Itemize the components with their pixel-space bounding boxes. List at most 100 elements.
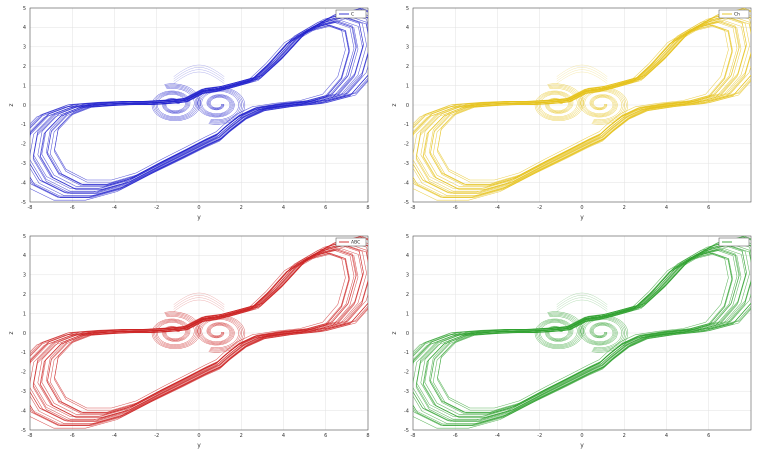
x-tick-label: -6 [453,433,458,439]
left-scroll-line [537,85,581,119]
y-tick-label: -1 [21,122,26,128]
y-tick-label: 5 [406,6,409,12]
bridge-line [173,297,225,310]
left-scroll-line [151,311,201,349]
y-tick-label: 0 [406,103,409,109]
right-scroll-line [200,318,241,350]
legend [718,237,750,247]
legend-label: C [351,12,354,18]
left-scroll-line [534,83,584,121]
right-scroll-line [581,317,625,351]
right-scroll-line [579,315,629,353]
x-tick-label: 2 [623,433,626,439]
right-scroll-line [197,316,244,352]
y-tick-label: -5 [404,428,409,434]
right-scroll-line [198,89,242,123]
y-tick-label: 2 [23,292,26,298]
bridge-line [556,71,608,84]
y-tick-label: 4 [23,253,26,259]
y-tick-label: 1 [23,311,26,317]
y-tick-label: 0 [23,103,26,109]
x-tick-label: 8 [366,205,369,211]
x-axis-label: y [197,214,201,221]
x-tick-label: -8 [411,433,416,439]
y-tick-label: -4 [404,408,409,414]
left-scroll-line [537,313,581,347]
right-scroll-line [584,319,622,348]
y-tick-label: 2 [406,64,409,70]
trajectory-line [413,236,751,425]
trajectory-line [413,15,751,194]
right-scroll-line [580,316,627,352]
y-tick-label: -4 [21,180,26,186]
x-tick-label: 0 [197,205,200,211]
left-scroll-line [157,88,195,117]
trajectory-line [413,243,751,422]
left-scroll-line [153,84,200,120]
trajectory-line [413,11,751,198]
right-scroll-line [583,318,624,350]
x-tick-label: -8 [28,205,33,211]
legend-box [335,9,367,19]
y-tick-label: 3 [23,45,26,51]
chart-panel-1: -8 -6 -4 -2 0 2 4 6 8 -5 -4 -3 -2 -1 0 1 2 3 4 5 y z C [8,6,370,221]
y-axis-label: z [8,103,15,106]
left-scroll-line [153,312,200,348]
left-scroll-line [155,86,197,118]
bridge-line [173,69,225,82]
x-tick-label: 6 [707,433,710,439]
left-scroll-line [536,84,583,120]
trajectory-line [30,8,368,197]
trajectory-line [30,9,368,201]
right-scroll-line [580,88,627,124]
left-scroll-line [536,312,583,348]
legend-box [335,237,367,247]
x-tick-label: -4 [112,433,117,439]
x-tick-label: -2 [154,433,159,439]
bridge-line [173,295,225,308]
bridge-line [173,67,225,80]
y-tick-label: 3 [406,273,409,279]
trajectory-line [30,11,368,198]
left-scroll-line [157,316,195,345]
y-tick-label: -1 [404,350,409,356]
y-tick-label: -2 [404,370,409,376]
right-scroll-line [200,90,241,122]
right-scroll-line [581,89,625,123]
trajectory-line [413,239,751,426]
y-tick-label: 2 [406,292,409,298]
left-scroll-line [538,86,580,118]
y-tick-label: 1 [406,311,409,317]
bridge-line [556,67,608,80]
trajectory-line [30,236,368,425]
right-scroll-line [584,91,622,120]
y-tick-label: -3 [21,161,26,167]
left-scroll-line [538,314,580,346]
trajectory-line [30,239,368,426]
bridge-line [556,64,608,77]
x-tick-label: -6 [70,433,75,439]
x-tick-label: 0 [580,205,583,211]
left-scroll-line [155,314,197,346]
y-tick-label: -3 [404,161,409,167]
trajectory-series [413,8,751,201]
axes-box [29,235,369,431]
x-tick-label: 4 [282,433,285,439]
x-tick-label: -8 [411,205,416,211]
trajectory-series [413,236,751,429]
y-tick-label: -3 [21,389,26,395]
x-tick-label: 0 [197,433,200,439]
x-tick-label: 4 [665,205,668,211]
chart-panel-2: -8 -6 -4 -2 0 2 4 6 -5 -4 -3 -2 -1 0 1 2 3 4 5 y z Ch [391,6,752,221]
trajectory-series [30,236,368,429]
y-tick-label: 3 [23,273,26,279]
left-scroll-line [540,88,578,117]
left-scroll-line [534,311,584,349]
y-tick-label: -2 [21,370,26,376]
left-scroll-line [154,85,198,119]
bridge-line [556,299,608,312]
legend-box [718,237,750,247]
trajectory-series [30,8,368,201]
left-scroll-line [151,83,201,121]
axes-box [29,7,369,203]
